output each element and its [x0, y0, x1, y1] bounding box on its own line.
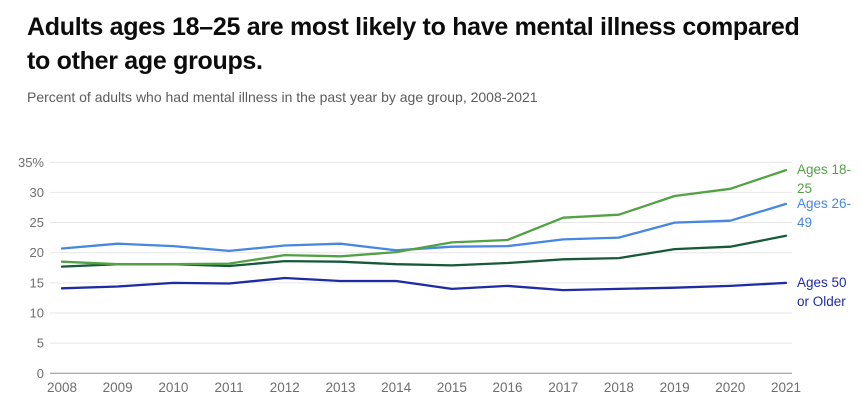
page-title: Adults ages 18–25 are most likely to hav… — [27, 13, 800, 75]
y-tick-label: 20 — [30, 245, 44, 260]
line-ages-18-25 — [60, 168, 788, 266]
x-tick-label: 2013 — [325, 380, 355, 395]
series-label-line: Ages 26- — [797, 195, 852, 211]
series-label-ages-50-or-older: Ages 50 or Older — [797, 273, 861, 311]
line-series-unlabeled — [60, 234, 788, 268]
x-tick-label: 2010 — [158, 380, 188, 395]
x-tick-label: 2021 — [771, 380, 801, 395]
y-tick-label: 15 — [30, 275, 44, 290]
line-ages-26-49 — [60, 202, 788, 253]
series-label-line: or Older — [797, 293, 846, 309]
x-tick-label: 2012 — [270, 380, 300, 395]
line-chart-plot-area: 0 5 10 15 20 25 30 35% 2008 2009 2010 2011 2012 2013 2… — [18, 155, 801, 395]
series-label-ages-18-25: Ages 18- 25 — [797, 160, 861, 198]
y-tick-label: 25 — [30, 215, 44, 230]
series-label-line: 25 — [797, 181, 813, 197]
series-label-line: 49 — [797, 214, 813, 230]
x-tick-label: 2017 — [548, 380, 578, 395]
x-tick-label: 2011 — [215, 380, 244, 395]
chart-subtitle: Percent of adults who had mental illness… — [27, 89, 538, 105]
y-tick-label: 0 — [37, 366, 44, 381]
x-tick-label: 2014 — [381, 380, 412, 395]
x-tick-label: 2019 — [660, 380, 690, 395]
series-label-ages-26-49: Ages 26- 49 — [797, 194, 861, 232]
series-label-line: Ages 18- — [797, 162, 852, 178]
series-label-line: Ages 50 — [797, 274, 847, 290]
x-tick-label: 2016 — [493, 380, 523, 395]
y-tick-label: 5 — [37, 336, 44, 351]
x-tick-label: 2018 — [604, 380, 634, 395]
y-tick-label: 10 — [30, 306, 44, 321]
x-tick-label: 2020 — [715, 380, 745, 395]
y-tick-label: 35% — [18, 155, 44, 170]
x-tick-label: 2015 — [437, 380, 467, 395]
line-ages-50-or-older — [60, 276, 788, 292]
x-tick-label: 2009 — [103, 380, 133, 395]
x-tick-label: 2008 — [47, 380, 77, 395]
y-tick-label: 30 — [30, 185, 44, 200]
